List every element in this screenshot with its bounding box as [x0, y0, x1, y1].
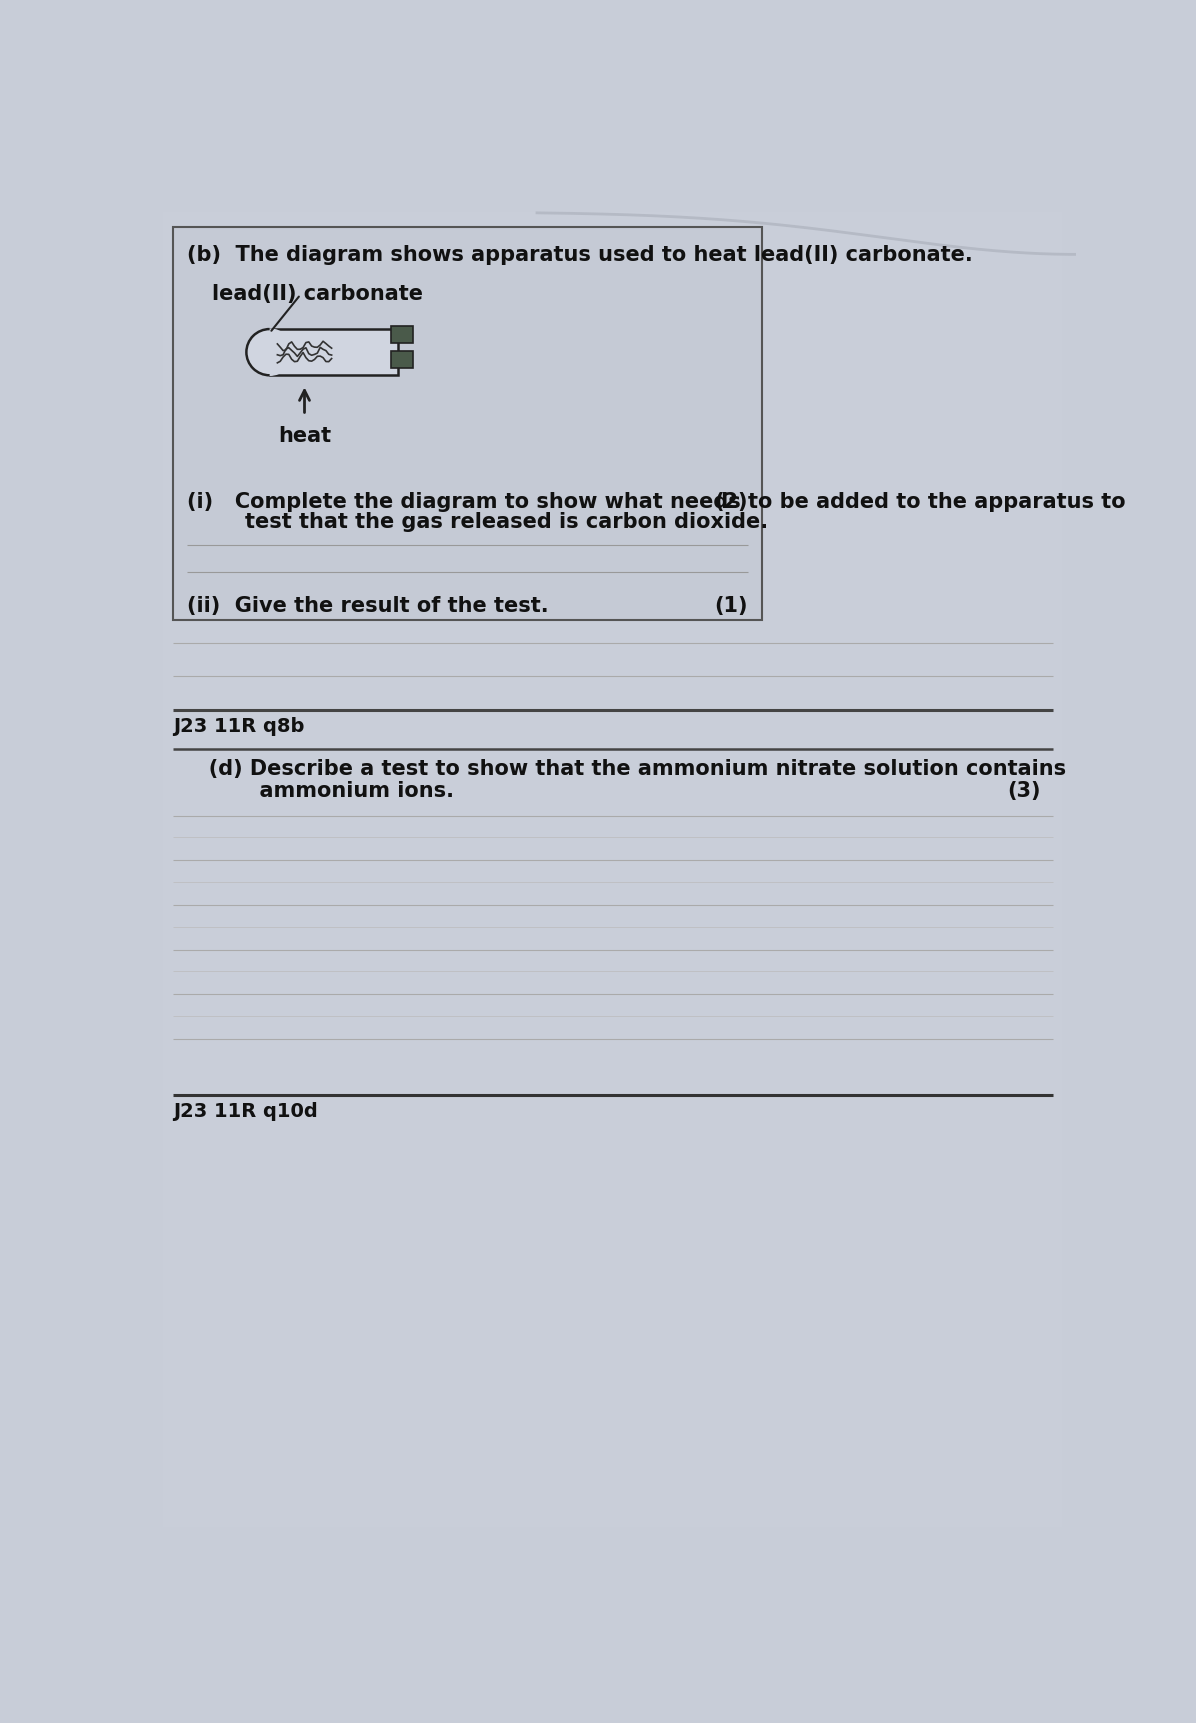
Text: (b)  The diagram shows apparatus used to heat lead(II) carbonate.: (b) The diagram shows apparatus used to … — [187, 245, 972, 265]
Text: J23 11R q8b: J23 11R q8b — [172, 717, 304, 736]
FancyBboxPatch shape — [269, 329, 397, 376]
Text: (i)   Complete the diagram to show what needs to be added to the apparatus to: (i) Complete the diagram to show what ne… — [187, 491, 1125, 512]
Text: (2): (2) — [714, 491, 748, 512]
Text: test that the gas released is carbon dioxide.: test that the gas released is carbon dio… — [187, 512, 768, 531]
Text: ammonium ions.: ammonium ions. — [187, 781, 453, 799]
FancyBboxPatch shape — [172, 229, 762, 620]
Text: (ii)  Give the result of the test.: (ii) Give the result of the test. — [187, 596, 548, 617]
Text: J23 11R q10d: J23 11R q10d — [172, 1101, 317, 1120]
Text: (3): (3) — [1007, 781, 1041, 799]
Text: heat: heat — [277, 426, 331, 446]
FancyBboxPatch shape — [391, 351, 413, 369]
Text: (1): (1) — [714, 596, 748, 617]
Text: (d) Describe a test to show that the ammonium nitrate solution contains: (d) Describe a test to show that the amm… — [187, 758, 1066, 779]
FancyBboxPatch shape — [164, 214, 1062, 1527]
Text: lead(II) carbonate: lead(II) carbonate — [212, 284, 422, 303]
Circle shape — [246, 329, 293, 376]
FancyBboxPatch shape — [391, 327, 413, 345]
